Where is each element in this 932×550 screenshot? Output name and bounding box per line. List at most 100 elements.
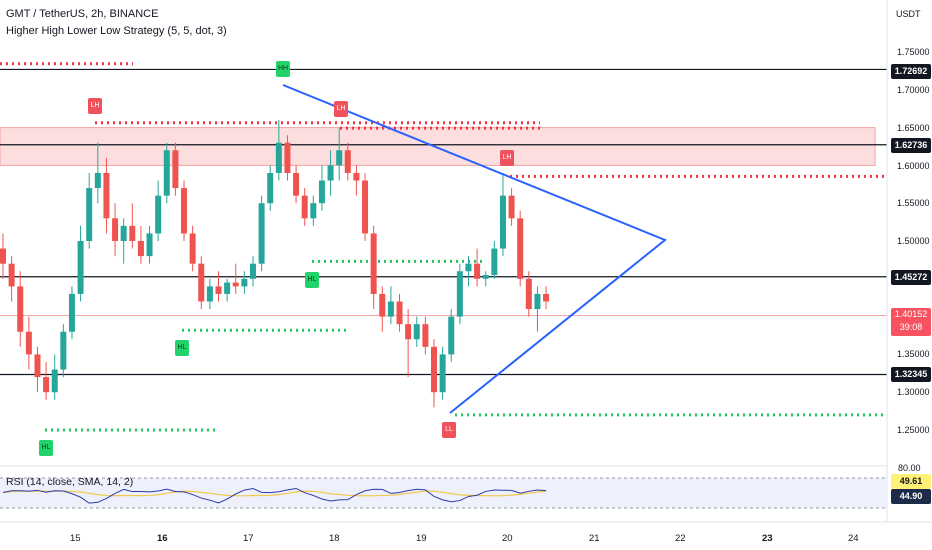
candle-body <box>543 293 550 302</box>
candle-body <box>77 241 84 294</box>
candle-body <box>8 263 15 287</box>
candle-body <box>387 301 394 317</box>
pivot-badge-hl: HL <box>39 440 53 456</box>
triangle-pattern <box>282 84 667 414</box>
level-tag: 1.72692 <box>891 64 931 79</box>
level-tag: 1.62736 <box>891 138 931 153</box>
horizontal-levels <box>0 68 887 376</box>
candle-body <box>181 188 188 234</box>
candle-body <box>439 354 446 393</box>
date-label: 23 <box>762 533 773 544</box>
candle-body <box>517 218 524 279</box>
price-label: 1.60000 <box>897 161 930 171</box>
countdown: 39:08 <box>899 322 923 332</box>
candle-body <box>267 172 274 204</box>
price-label: 1.30000 <box>897 387 930 397</box>
pivot-badge-lh: LH <box>500 150 514 166</box>
candle-body <box>43 377 50 393</box>
date-label: 17 <box>243 533 254 544</box>
candle-body <box>318 180 325 204</box>
candle-body <box>258 203 265 264</box>
rsi-line <box>2 487 547 504</box>
candle-body <box>310 203 317 219</box>
candle-body <box>0 248 6 264</box>
strategy-title[interactable]: Higher High Lower Low Strategy (5, 5, do… <box>6 25 227 37</box>
price-label: 1.65000 <box>897 123 930 133</box>
pivot-dot-lines <box>0 62 886 432</box>
candle-series <box>0 120 550 408</box>
candle-body <box>491 248 498 276</box>
date-label: 15 <box>70 533 81 544</box>
candle-body <box>482 275 489 279</box>
price-label: 1.55000 <box>897 198 930 208</box>
date-label: 16 <box>157 533 168 544</box>
price-label: 1.25000 <box>897 425 930 435</box>
candle-body <box>68 293 75 332</box>
candle-body <box>198 263 205 302</box>
candle-body <box>474 263 481 279</box>
candle-body <box>25 331 32 355</box>
pivot-badge-hh: HH <box>276 61 290 77</box>
candle-body <box>431 346 437 393</box>
candle-body <box>327 165 334 181</box>
candle-body <box>284 142 291 173</box>
level-tag: 1.45272 <box>891 270 931 285</box>
rsi-axis-label: 80.00 <box>898 463 921 473</box>
candle-body <box>129 225 136 241</box>
candle-body <box>146 233 153 257</box>
pivot-badge-lh: LH <box>88 98 102 114</box>
date-label: 21 <box>589 533 600 544</box>
candle-body <box>448 316 455 355</box>
candle-body <box>224 282 231 294</box>
candle-body <box>275 142 282 173</box>
candle-body <box>94 172 101 189</box>
pivot-badge-lh: LH <box>334 101 348 117</box>
candle-body <box>103 172 110 219</box>
price-label: 1.35000 <box>897 349 930 359</box>
price-label: 1.70000 <box>897 85 930 95</box>
triangle-line[interactable] <box>282 84 667 414</box>
candle-body <box>120 225 127 241</box>
date-label: 22 <box>675 533 686 544</box>
candle-body <box>172 150 179 189</box>
rsi-ma-tag: 49.61 <box>891 474 931 489</box>
date-label: 19 <box>416 533 427 544</box>
candle-body <box>215 286 222 294</box>
candle-body <box>396 301 403 325</box>
candle-body <box>413 324 420 340</box>
candle-body <box>353 172 360 181</box>
candle-body <box>60 331 67 370</box>
current-price-value: 1.40152 <box>894 309 928 319</box>
candle-body <box>293 172 300 196</box>
candle-body <box>206 286 213 302</box>
resistance-zone <box>0 127 876 166</box>
pivot-badge-hl: HL <box>305 272 319 288</box>
price-label: 1.75000 <box>897 47 930 57</box>
date-label: 24 <box>848 533 859 544</box>
candle-body <box>249 263 256 279</box>
candle-body <box>525 278 532 310</box>
currency-label: USDT <box>896 9 921 19</box>
candle-body <box>232 282 239 287</box>
candle-body <box>336 150 343 166</box>
current-price-tag: 1.40152 39:08 <box>891 308 931 336</box>
date-label: 18 <box>329 533 340 544</box>
date-label: 20 <box>502 533 513 544</box>
rsi-ma-line <box>2 490 547 497</box>
pivot-badge-hl: HL <box>175 340 189 356</box>
candle-body <box>465 263 472 272</box>
symbol-title[interactable]: GMT / TetherUS, 2h, BINANCE <box>6 8 159 20</box>
candle-body <box>163 150 170 196</box>
rsi-value-tag: 44.90 <box>891 489 931 504</box>
candle-body <box>301 195 308 219</box>
candle-body <box>362 180 369 234</box>
candle-body <box>34 354 41 378</box>
candle-body <box>189 233 196 264</box>
rsi-title[interactable]: RSI (14, close, SMA, 14, 2) <box>6 476 134 488</box>
candle-body <box>241 278 248 287</box>
candle-body <box>344 150 351 173</box>
candle-body <box>112 218 119 241</box>
level-tag: 1.32345 <box>891 367 931 382</box>
